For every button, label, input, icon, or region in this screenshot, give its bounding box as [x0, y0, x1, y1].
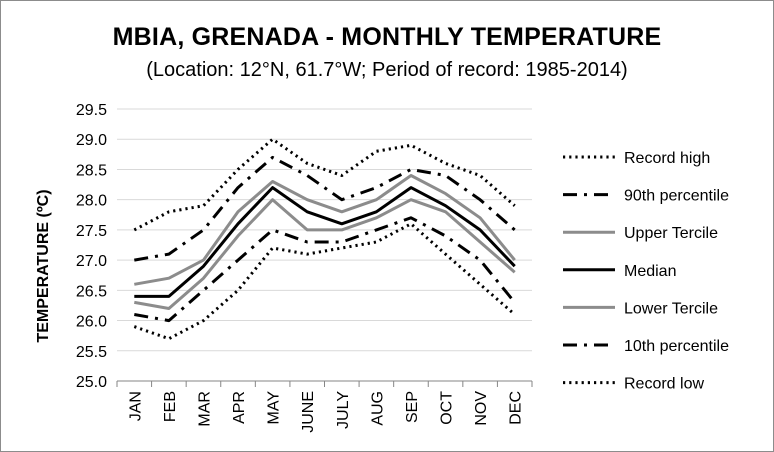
x-tick-label: JULY	[335, 391, 352, 429]
x-tick-label: MAR	[196, 391, 213, 427]
y-tick-label: 25.0	[76, 374, 107, 391]
y-tick-label: 25.5	[76, 344, 107, 361]
y-tick-label: 29.0	[76, 132, 107, 149]
y-axis-ticks: 25.0 25.5 26.0 26.5 27.0 27.5 28.0 28.5 29.0 29.5	[76, 102, 107, 391]
legend-label: Upper Tercile	[624, 225, 718, 242]
series-line-10th-percentile	[134, 216, 516, 323]
gridlines	[117, 108, 532, 382]
x-tick-label: AUG	[369, 391, 386, 426]
series-line-median	[134, 186, 516, 298]
chart-subtitle: (Location: 12°N, 61.7°W; Period of recor…	[146, 59, 628, 81]
legend-label: 90th percentile	[624, 188, 729, 205]
series-line-record-low	[133, 222, 516, 341]
y-tick-label: 28.0	[76, 193, 107, 210]
series-line-lower-tercile	[134, 198, 516, 310]
x-tick-label: FEB	[162, 391, 179, 422]
x-tick-label: DEC	[508, 391, 525, 425]
legend-label: Lower Tercile	[624, 300, 718, 317]
y-tick-label: 27.5	[76, 223, 107, 240]
x-tick-label: SEP	[404, 391, 421, 423]
x-axis-ticks: JAN FEB MAR APR MAY JUNE JULY AUG SEP OCT NOV DEC	[116, 381, 533, 433]
y-tick-label: 26.0	[76, 314, 107, 331]
x-tick-label: MAY	[266, 391, 283, 425]
chart-title: MBIA, GRENADA - MONTHLY TEMPERATURE	[112, 23, 662, 51]
legend: Record high 90th percentile Upper Tercile M…	[563, 150, 729, 393]
legend-label: Median	[624, 263, 676, 280]
y-tick-label: 28.5	[76, 162, 107, 179]
x-tick-label: JAN	[127, 391, 144, 421]
series-line-record-high	[133, 137, 516, 232]
y-axis-label: TEMPERATURE (ºC)	[35, 189, 52, 342]
x-tick-label: NOV	[473, 391, 490, 426]
y-tick-label: 29.5	[76, 102, 107, 119]
series-line-upper-tercile	[134, 174, 516, 286]
series-line-90th-percentile	[134, 155, 516, 262]
x-tick-label: APR	[231, 391, 248, 424]
series-lines	[133, 137, 516, 341]
x-tick-label: OCT	[439, 391, 456, 425]
legend-label: 10th percentile	[624, 338, 729, 355]
x-tick-label: JUNE	[300, 391, 317, 433]
y-tick-label: 27.0	[76, 253, 107, 270]
legend-label: Record low	[624, 376, 704, 393]
legend-label: Record high	[624, 150, 710, 167]
y-tick-label: 26.5	[76, 283, 107, 300]
